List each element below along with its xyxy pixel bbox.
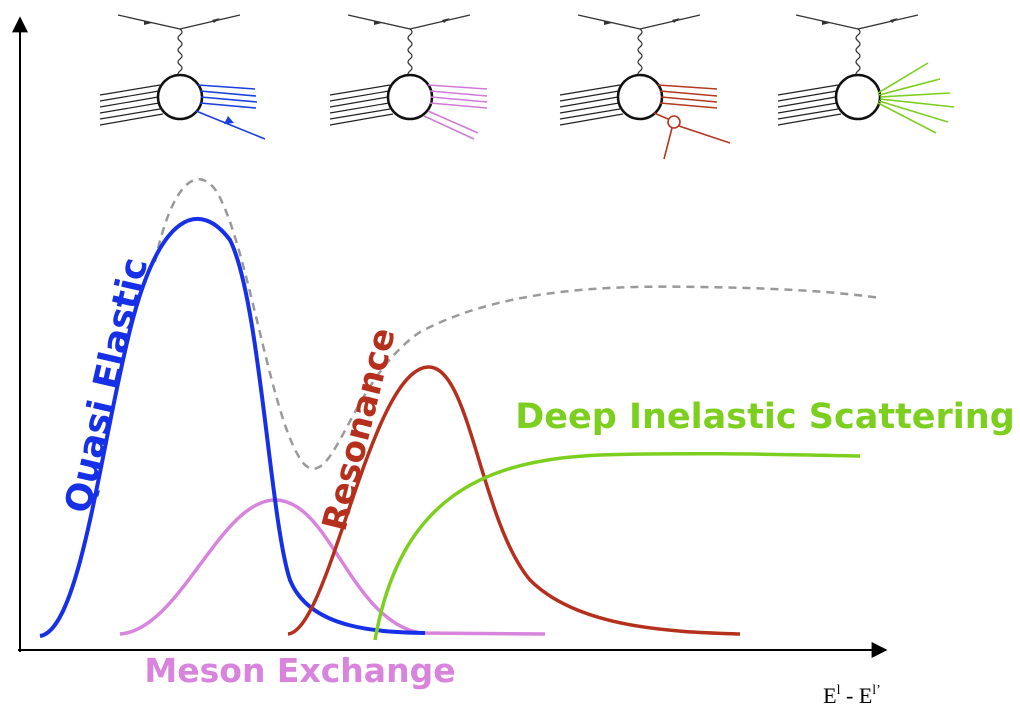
diagram-meson	[330, 15, 487, 139]
meson-label: Meson Exchange	[144, 651, 455, 690]
dis-curve	[375, 454, 860, 640]
qe-label: Quasi Elastic	[58, 254, 157, 517]
axis-label-part: E	[823, 683, 836, 708]
diagram-res	[560, 15, 730, 159]
axis-label-part: - E	[841, 683, 873, 708]
res-label: Resonance	[315, 324, 404, 535]
dis-label: Deep Inelastic Scattering	[515, 397, 1015, 437]
x-axis-label: El - El’	[823, 683, 881, 708]
axis-label-part: l’	[872, 683, 881, 698]
diagram-qe	[100, 15, 265, 139]
diagram-dis	[778, 15, 954, 133]
diagram: Quasi Elastic Resonance Deep Inelastic S…	[0, 0, 1020, 713]
page: Quasi Elastic Resonance Deep Inelastic S…	[0, 0, 1020, 713]
